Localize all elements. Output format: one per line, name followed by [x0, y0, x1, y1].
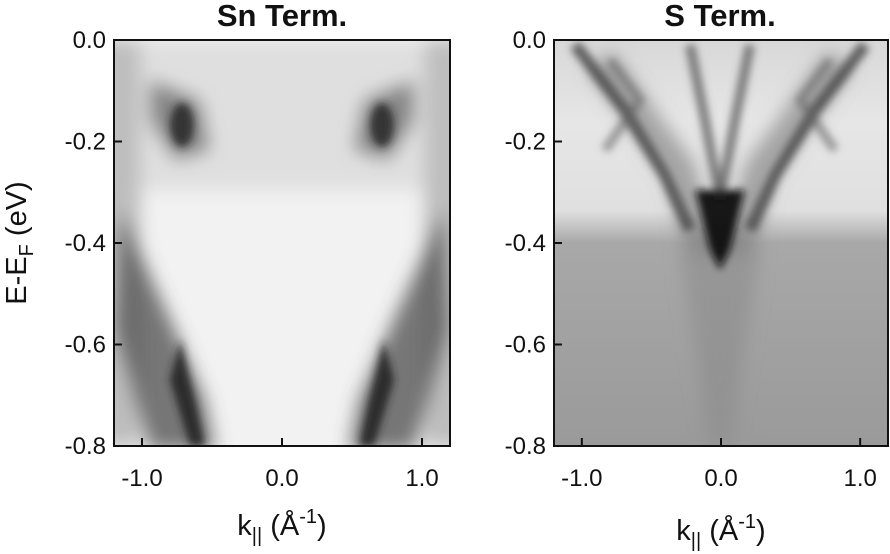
x-axis-label-sn: k|| (Å-1) — [237, 506, 326, 547]
y-axis-label: E-EF (eV) — [1, 181, 38, 304]
x-tick-label: -1.0 — [121, 465, 162, 492]
y-axis-ticks-sn: 0.0 -0.2 -0.4 -0.6 -0.8 — [65, 27, 122, 460]
y-tick-label: -0.8 — [505, 433, 546, 460]
y-tick-label: 0.0 — [73, 27, 106, 54]
y-tick-label: -0.2 — [505, 129, 546, 156]
x-tick-label: -1.0 — [561, 465, 602, 492]
y-tick-label: -0.2 — [65, 129, 106, 156]
y-tick-label: -0.6 — [65, 332, 106, 359]
y-tick-label: -0.4 — [505, 230, 546, 257]
x-axis-ticks-sn: -1.0 0.0 1.0 — [121, 438, 439, 492]
x-tick-label: 1.0 — [405, 465, 438, 492]
y-tick-label: 0.0 — [513, 27, 546, 54]
x-tick-label: 0.0 — [265, 465, 298, 492]
x-tick-label: 0.0 — [704, 465, 737, 492]
x-axis-ticks-s: -1.0 0.0 1.0 — [561, 438, 877, 492]
panel-title-s: S Term. — [664, 0, 775, 33]
panel-sn-term: Sn Term. 0.0 -0.2 -0.4 -0.6 -0.8 -1.0 0.0 1.0 — [1, 0, 451, 547]
y-tick-label: -0.6 — [505, 332, 546, 359]
heatmap-s — [554, 40, 888, 446]
x-tick-label: 1.0 — [843, 465, 876, 492]
x-axis-label-s: k|| (Å-1) — [676, 511, 765, 552]
y-tick-label: -0.4 — [65, 230, 106, 257]
panel-s-term: S Term. 0.0 -0.2 -0.4 -0.6 -0.8 -1.0 0.0 1.0 k… — [505, 0, 889, 552]
panel-title-sn: Sn Term. — [217, 0, 347, 33]
y-tick-label: -0.8 — [65, 433, 106, 460]
y-axis-ticks-s: 0.0 -0.2 -0.4 -0.6 -0.8 — [505, 27, 562, 460]
heatmap-sn — [114, 40, 450, 446]
